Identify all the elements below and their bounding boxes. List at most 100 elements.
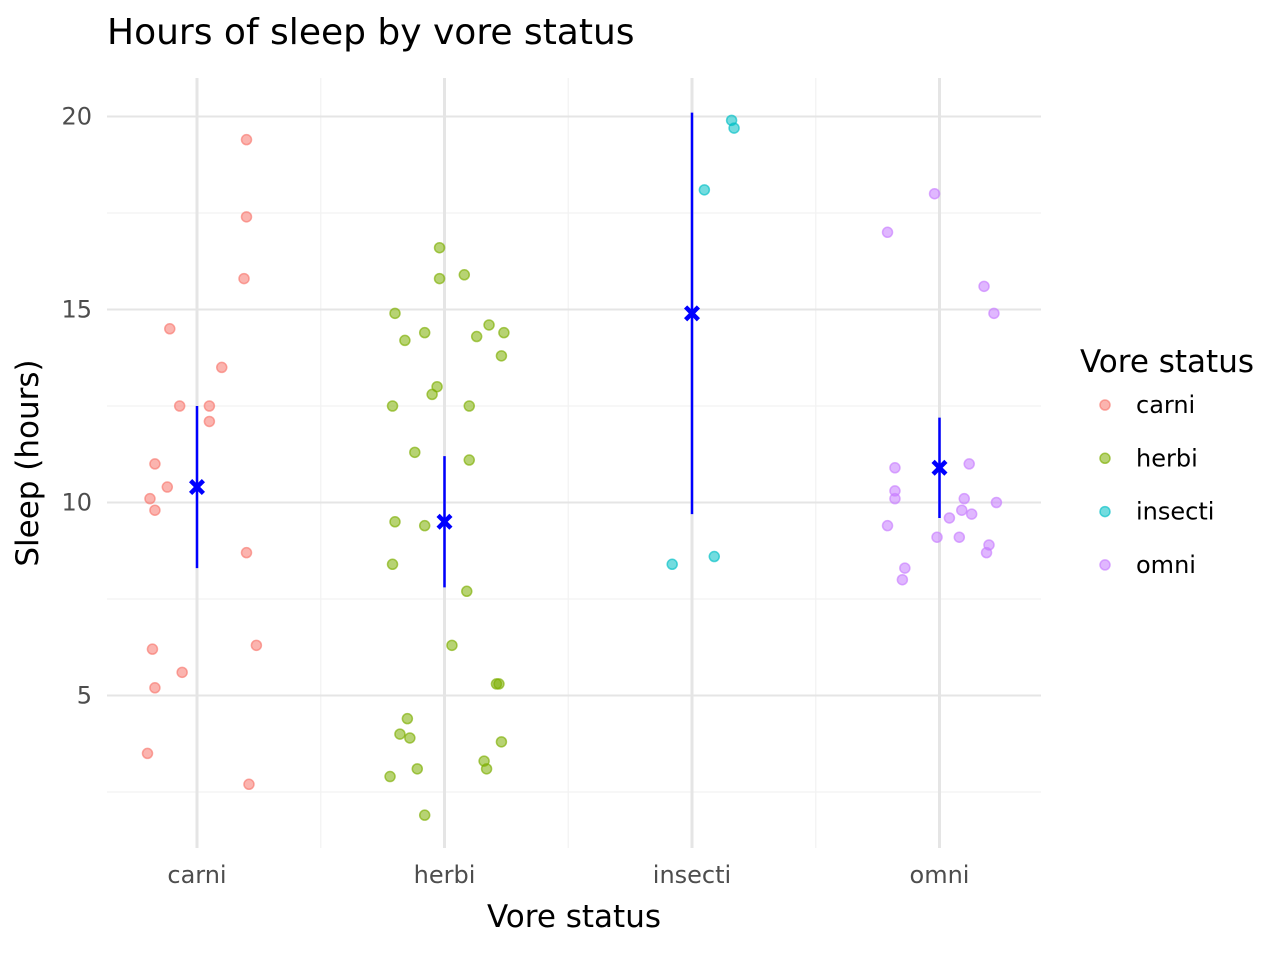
point-carni (144, 492, 156, 505)
point-omni (881, 519, 894, 532)
point-carni (176, 666, 188, 679)
point-herbi (399, 334, 411, 347)
point-herbi (411, 763, 424, 775)
point-herbi (418, 326, 431, 339)
point-omni (965, 508, 978, 520)
point-herbi (470, 330, 483, 343)
point-omni (958, 492, 970, 505)
legend-label-omni: omni (1136, 551, 1196, 579)
point-carni (240, 133, 253, 146)
y-tick-label: 5 (77, 682, 92, 710)
point-carni (240, 211, 253, 223)
point-carni (240, 546, 253, 559)
point-omni (943, 512, 956, 524)
chart-title: Hours of sleep by vore status (107, 12, 635, 53)
legend-key-insecti (1099, 505, 1111, 518)
legend-label-herbi: herbi (1136, 444, 1198, 472)
point-herbi (389, 307, 401, 320)
point-carni (164, 323, 176, 335)
point-herbi (463, 454, 475, 466)
point-herbi (394, 728, 406, 740)
point-carni (149, 458, 161, 470)
point-insecti (708, 550, 721, 563)
point-herbi (463, 400, 475, 412)
mean-marker-insecti (684, 305, 700, 322)
point-omni (963, 458, 975, 470)
point-herbi (458, 269, 471, 281)
point-carni (250, 639, 263, 652)
point-carni (161, 481, 174, 493)
point-carni (238, 272, 250, 285)
point-herbi (493, 678, 505, 690)
point-insecti (698, 184, 711, 196)
point-herbi (389, 516, 401, 528)
point-herbi (483, 319, 495, 331)
legend-key-herbi (1099, 452, 1111, 465)
point-carni (173, 400, 186, 412)
x-tick-labels: carni herbi insecti omni (167, 861, 969, 889)
point-insecti (666, 558, 678, 571)
legend: Vore status carni herbi insecti omni (1080, 344, 1254, 579)
point-carni (203, 415, 216, 428)
point-carni (243, 778, 255, 791)
point-carni (146, 643, 159, 655)
y-tick-label: 15 (61, 296, 92, 324)
plot-grid (107, 78, 1041, 848)
point-herbi (404, 732, 416, 744)
point-carni (203, 400, 216, 412)
point-omni (988, 307, 1000, 320)
point-herbi (480, 763, 493, 775)
legend-key-carni (1099, 399, 1111, 411)
y-tick-label: 20 (61, 103, 92, 131)
point-carni (149, 682, 161, 694)
point-herbi (461, 585, 473, 598)
point-omni (953, 531, 966, 543)
point-omni (899, 562, 911, 574)
legend-key-omni (1099, 559, 1111, 571)
point-herbi (418, 809, 431, 821)
legend-label-insecti: insecti (1136, 498, 1214, 526)
point-omni (889, 492, 901, 505)
point-omni (978, 280, 990, 293)
point-herbi (401, 712, 414, 725)
legend-label-carni: carni (1136, 391, 1195, 419)
y-tick-label: 10 (61, 489, 92, 517)
y-tick-labels: 5 10 15 20 (61, 103, 92, 710)
point-carni (149, 504, 161, 516)
point-omni (990, 496, 1003, 509)
point-herbi (498, 326, 510, 339)
point-herbi (446, 639, 458, 652)
point-omni (956, 504, 968, 516)
point-insecti (728, 122, 740, 134)
point-herbi (386, 400, 399, 412)
x-tick-label: herbi (414, 861, 476, 889)
point-omni (889, 462, 901, 474)
point-herbi (384, 770, 396, 783)
point-omni (980, 546, 993, 559)
x-axis-title: Vore status (487, 899, 661, 935)
point-carni (141, 747, 154, 760)
y-axis-title: Sleep (hours) (10, 359, 46, 566)
point-herbi (418, 519, 431, 532)
point-herbi (426, 388, 438, 401)
point-omni (928, 187, 941, 200)
point-herbi (433, 272, 446, 285)
mean-marker-omni (931, 459, 948, 476)
point-herbi (409, 446, 421, 459)
point-omni (931, 531, 943, 543)
point-omni (881, 226, 894, 239)
point-herbi (386, 558, 399, 571)
point-omni (896, 573, 909, 586)
points-layer (141, 114, 1003, 821)
point-herbi (433, 241, 446, 254)
x-tick-label: omni (910, 861, 970, 889)
point-herbi (495, 350, 508, 362)
point-herbi (495, 736, 508, 748)
mean-marker-herbi (436, 513, 453, 530)
x-tick-label: insecti (653, 861, 731, 889)
x-tick-label: carni (167, 861, 226, 889)
point-carni (216, 361, 228, 374)
legend-title: Vore status (1080, 344, 1254, 380)
mean-marker-carni (189, 479, 205, 496)
